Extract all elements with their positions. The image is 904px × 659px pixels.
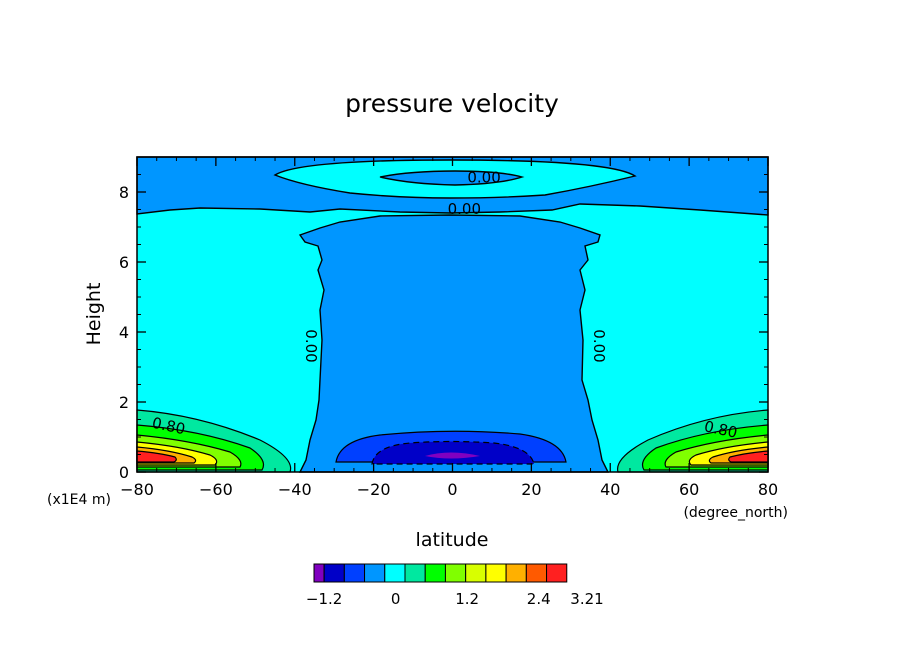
x-tick-label: −20 [357, 480, 391, 499]
x-axis-label: latitude [416, 529, 489, 551]
chart-title: pressure velocity [345, 89, 559, 118]
y-tick-label: 4 [119, 323, 129, 342]
colorbar-tick-label: −1.2 [306, 590, 342, 608]
colorbar: −1.2 0 1.2 2.4 3.21 [306, 563, 604, 608]
field-upper-small [379, 170, 525, 186]
contour-label: 0.00 [448, 200, 481, 218]
colorbar-swatch [546, 563, 568, 583]
colorbar-swatch [525, 563, 548, 583]
y-tick-label: 8 [119, 183, 129, 202]
colorbar-swatch [424, 563, 446, 583]
x-tick-label: 80 [758, 480, 778, 499]
colorbar-tick-label: 1.2 [455, 590, 479, 608]
x-tick-label: 0 [447, 480, 457, 499]
y-tick-label: 2 [119, 393, 129, 412]
x-unit-label: (degree_north) [683, 505, 788, 521]
colorbar-swatch [323, 563, 345, 583]
contour-label: 0.00 [467, 169, 500, 187]
y-unit-label: (x1E4 m) [47, 492, 111, 508]
x-tick-label: −40 [278, 480, 312, 499]
colorbar-swatch [485, 563, 507, 583]
colorbar-swatch [364, 563, 386, 583]
colorbar-swatch [465, 563, 487, 583]
colorbar-swatch [444, 563, 467, 583]
x-tick-label: 40 [600, 480, 620, 499]
axes: −80 −60 −40 −20 0 20 40 60 80 0 2 4 6 8 [119, 157, 778, 499]
colorbar-tick-label: 0 [391, 590, 401, 608]
x-tick-label: −60 [199, 480, 233, 499]
x-tick-label: 20 [521, 480, 541, 499]
contour-label: 0.00 [590, 329, 608, 362]
colorbar-swatch [313, 563, 325, 583]
colorbar-tick-label: 3.21 [570, 590, 603, 608]
colorbar-swatch [505, 563, 527, 583]
colorbar-swatch [404, 563, 426, 583]
y-axis-label: Height [83, 283, 105, 346]
colorbar-swatch [343, 563, 366, 583]
y-tick-label: 6 [119, 253, 129, 272]
field-left-lobe-6 [136, 450, 177, 463]
colorbar-swatch [384, 563, 406, 583]
y-tick-label: 0 [119, 463, 129, 482]
plot-area [136, 156, 769, 473]
field-bottom-core [425, 452, 480, 459]
field-center-column [298, 214, 610, 473]
x-tick-label: −80 [120, 480, 154, 499]
x-tick-label: 60 [679, 480, 699, 499]
colorbar-tick-label: 2.4 [527, 590, 551, 608]
contour-label: 0.00 [302, 329, 320, 362]
field-right-lobe-6 [728, 450, 769, 463]
